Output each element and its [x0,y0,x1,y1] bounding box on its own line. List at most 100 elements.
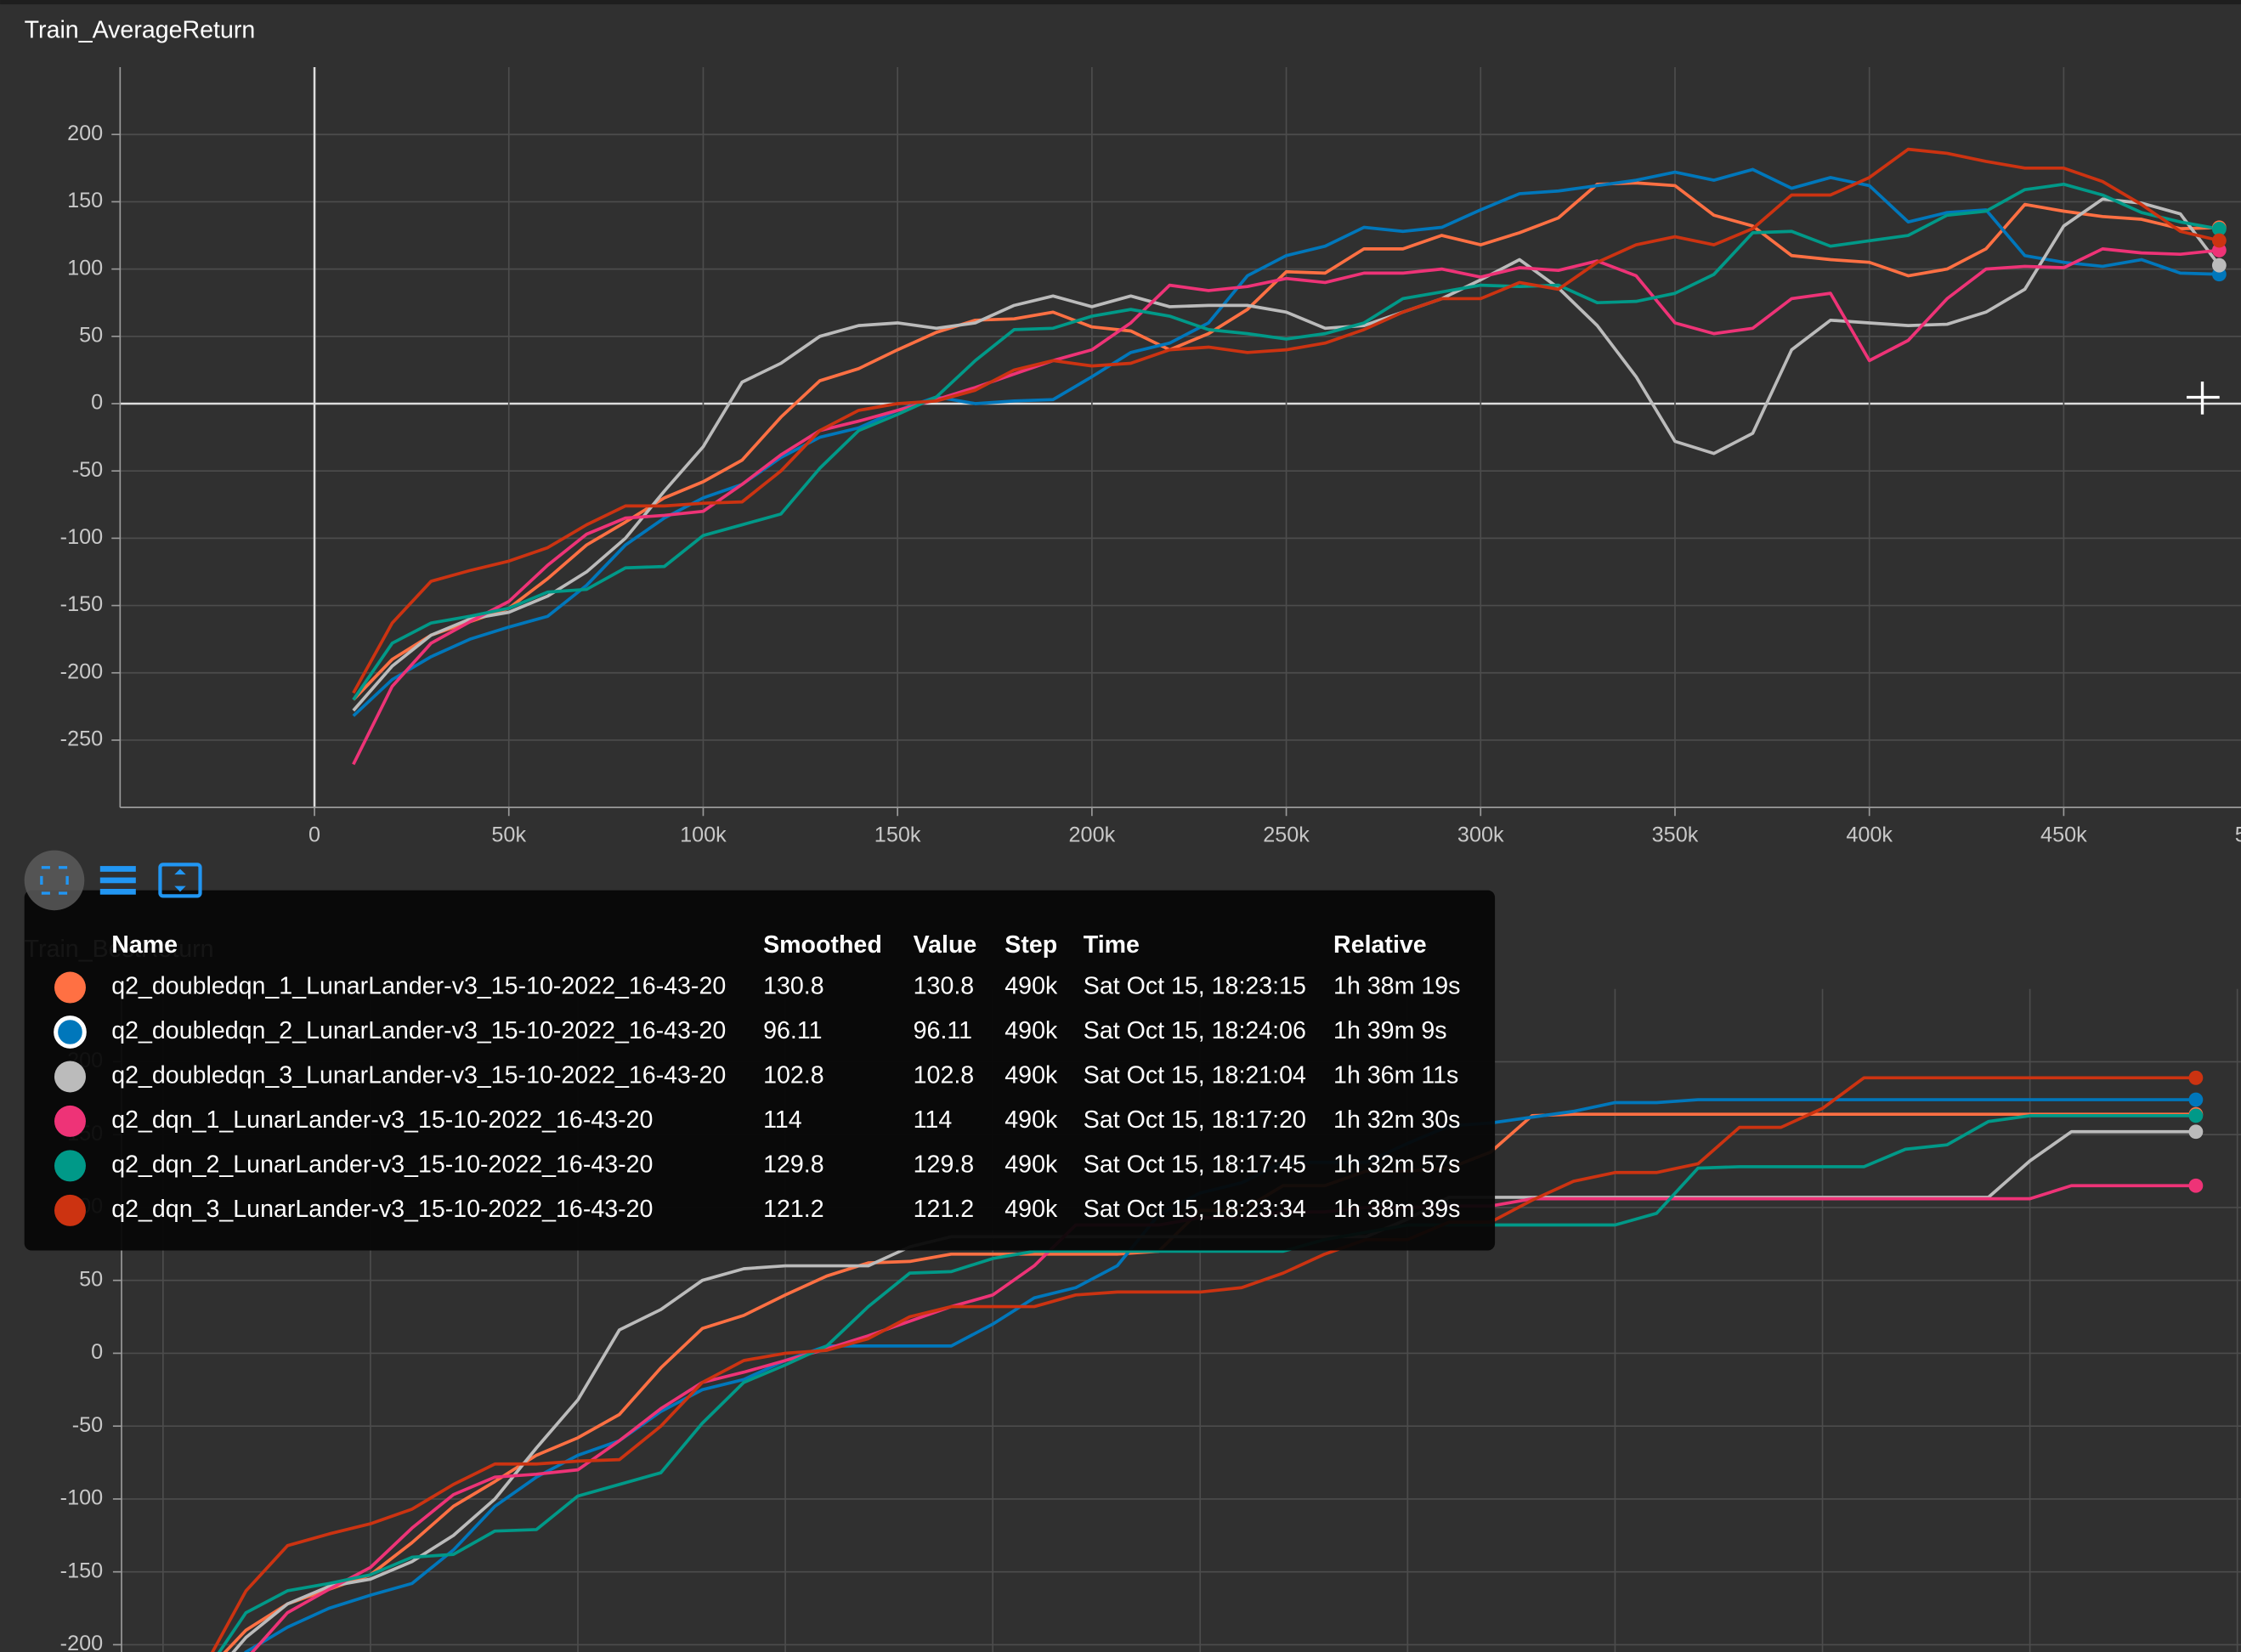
tooltip-cell: 114 [763,1106,802,1134]
y-tick-label: -150 [60,592,103,616]
tooltip: Name Smoothed Value Step Time Relative q2_doub… [24,890,1496,1251]
average-return-chart: Train_AverageReturn -250 -200 -150 -100 -50 0 5… [25,17,2241,847]
tooltip-cell: Sat Oct 15, 18:23:15 [1084,973,1306,1000]
tooltip-name: q2_doubledqn_2_LunarLander-v3_15-10-2022… [111,1017,726,1044]
x-tick-label: 350k [1652,823,1699,846]
tooltip-cell: 490k [1004,1151,1058,1178]
y-tick-label: -200 [60,659,103,683]
series-line [352,181,2220,701]
tooltip-cell: 130.8 [914,973,975,1000]
series-line [352,147,2220,694]
y-tick-label: 50 [79,323,103,347]
y-tick-label: -50 [72,458,103,482]
tooltip-cell: 129.8 [763,1151,824,1178]
tooltip-header: Name [111,931,178,959]
series-end-dot [2188,1092,2204,1107]
tooltip-name: q2_doubledqn_3_LunarLander-v3_15-10-2022… [111,1062,726,1089]
chart-title: Train_AverageReturn [25,17,256,44]
x-tick-label: 500k [2235,823,2241,846]
tooltip-cell: 121.2 [763,1196,824,1223]
tooltip-name: q2_dqn_3_LunarLander-v3_15-10-2022_16-43… [111,1196,653,1223]
tooltip-cell: 130.8 [763,973,824,1000]
y-tick-label: 50 [79,1267,103,1291]
tooltip-swatch [54,1016,87,1049]
x-tick-label: 400k [1846,823,1893,846]
tooltip-cell: Sat Oct 15, 18:21:04 [1084,1062,1306,1089]
tooltip-cell: Sat Oct 15, 18:24:06 [1084,1017,1306,1044]
series-end-dot [2188,1178,2204,1193]
series-end-dot [2211,257,2227,273]
series-end-dot [2188,1124,2204,1140]
tooltip-name: q2_dqn_2_LunarLander-v3_15-10-2022_16-43… [111,1151,653,1178]
y-tick-label: 0 [91,1340,103,1364]
series-line [352,167,2220,717]
tooltip-cell: 114 [914,1106,953,1134]
tooltip-cell: 96.11 [914,1017,972,1044]
top-border [0,0,2241,5]
series-end-dot [2211,222,2227,236]
tooltip-cell: 96.11 [763,1017,822,1044]
tooltip-cell: 490k [1004,1106,1058,1134]
tooltip-swatch [54,1150,86,1182]
tooltip-name: q2_doubledqn_1_LunarLander-v3_15-10-2022… [111,973,726,1000]
tooltip-header: Step [1004,931,1057,959]
tooltip-header: Time [1084,931,1140,959]
x-tick-label: 200k [1069,823,1116,846]
tooltip-cell: 490k [1004,973,1058,1000]
series-end-dot [2211,233,2227,248]
tooltip-name: q2_dqn_1_LunarLander-v3_15-10-2022_16-43… [111,1106,653,1134]
tooltip-swatch [54,1105,86,1137]
tooltip-cell: 1h 38m 19s [1333,973,1460,1000]
series-line [210,1076,2196,1652]
series-line [352,247,2220,766]
tooltip-cell: 121.2 [914,1196,975,1223]
y-tick-label: -150 [60,1559,103,1582]
tooltip-swatch [54,1061,86,1093]
tooltip-swatch [54,1194,86,1226]
tooltip-cell: 490k [1004,1196,1058,1223]
tooltip-header: Smoothed [763,931,882,959]
tooltip-cell: 1h 36m 11s [1333,1062,1458,1089]
x-tick-label: 100k [680,823,727,846]
tooltip-cell: Sat Oct 15, 18:17:45 [1084,1151,1306,1178]
tooltip-header: Relative [1333,931,1427,959]
x-tick-label: 450k [2040,823,2087,846]
tooltip-cell: Sat Oct 15, 18:17:20 [1084,1106,1306,1134]
tooltip-cell: 102.8 [763,1062,824,1089]
tooltip-cell: 1h 32m 57s [1333,1151,1460,1178]
tooltip-background [24,890,1496,1251]
series-end-dot [2188,1108,2204,1123]
series-line [352,182,2220,701]
toolbar [24,850,202,911]
crosshair [2187,382,2220,415]
x-tick-label: 250k [1263,823,1310,846]
tooltip-cell: 1h 39m 9s [1333,1017,1446,1044]
series-end-dot [2188,1070,2204,1085]
y-tick-label: -50 [72,1413,103,1437]
series-line [217,1114,2196,1652]
y-tick-label: -100 [60,525,103,549]
tooltip-swatch [54,971,86,1004]
y-tick-label: -200 [60,1632,103,1652]
y-tick-label: -250 [60,727,103,751]
tooltip-cell: 1h 38m 39s [1333,1196,1460,1223]
y-tick-label: 150 [67,189,103,212]
expand-button[interactable] [158,863,202,898]
fit-button[interactable] [24,850,85,911]
x-tick-label: 50k [491,823,526,846]
series-line [352,197,2221,712]
y-tick-label: 0 [91,391,103,415]
fit-icon [40,866,69,895]
x-tick-label: 0 [308,823,320,846]
tooltip-cell: 102.8 [914,1062,975,1089]
x-tick-label: 150k [874,823,921,846]
tooltip-cell: 129.8 [914,1151,975,1178]
tooltip-cell: Sat Oct 15, 18:23:34 [1084,1196,1306,1223]
x-tick-label: 300k [1457,823,1504,846]
y-tick-label: 100 [67,256,103,280]
legend-toggle[interactable] [99,866,136,895]
tooltip-header: Value [914,931,977,959]
